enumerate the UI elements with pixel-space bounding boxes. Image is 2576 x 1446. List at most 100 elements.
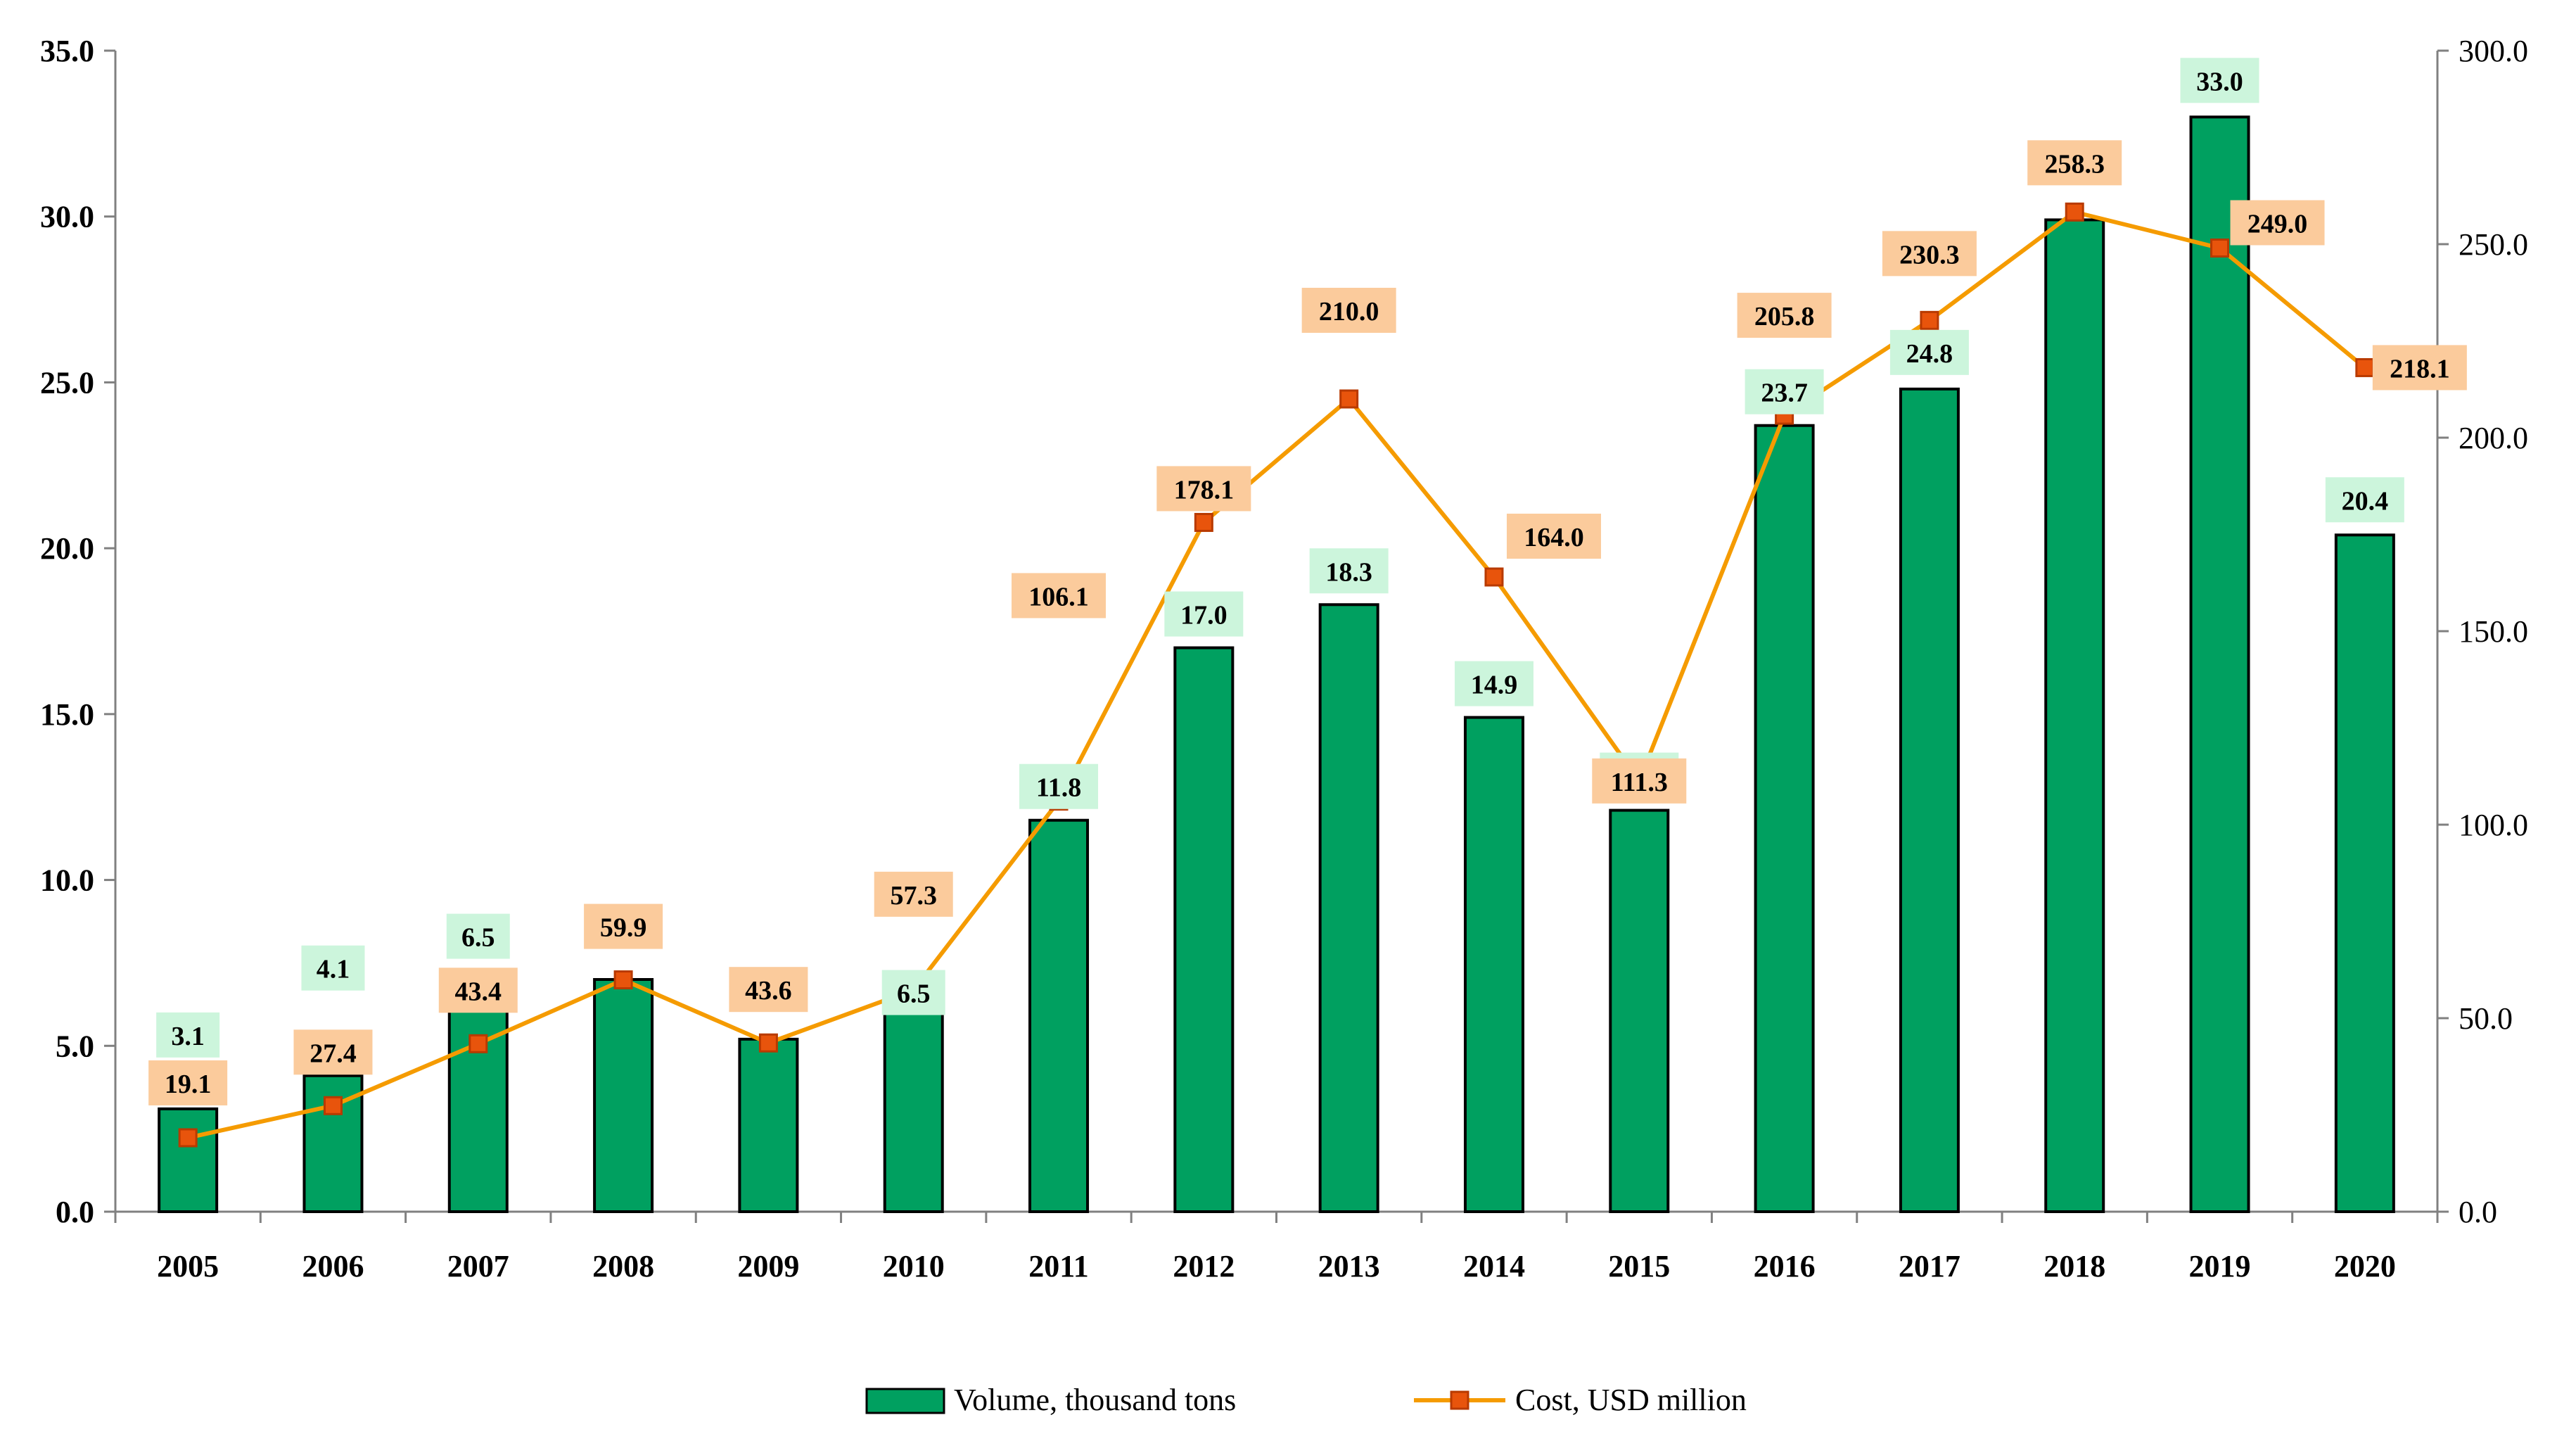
line-label-text: 57.3 bbox=[890, 881, 937, 911]
line-label: 210.0 bbox=[1301, 288, 1396, 333]
x-axis-tick-label: 2007 bbox=[447, 1249, 509, 1283]
line-label-bg bbox=[729, 967, 808, 1013]
bar bbox=[2334, 533, 2395, 1213]
line-label-bg bbox=[874, 871, 953, 917]
x-axis-tick-label: 2010 bbox=[883, 1249, 945, 1283]
line-label-bg bbox=[2230, 200, 2325, 246]
left-axis-tick-label: 20.0 bbox=[40, 531, 94, 566]
x-axis-tick-label: 2006 bbox=[302, 1249, 364, 1283]
line-marker bbox=[2355, 357, 2375, 377]
legend-volume-swatch bbox=[865, 1388, 945, 1414]
bar-label-bg bbox=[156, 1012, 220, 1058]
bar-label-bg bbox=[301, 945, 365, 991]
x-axis-tick-label: 2017 bbox=[1899, 1249, 1960, 1283]
bar-label: 24.8 bbox=[1889, 329, 1969, 375]
line-label-bg bbox=[584, 903, 663, 949]
bar-labels: 3.14.16.56.511.817.018.314.912.123.724.8… bbox=[156, 58, 2404, 1058]
bar bbox=[883, 994, 944, 1213]
bar bbox=[158, 1107, 219, 1214]
line-label-text: 27.4 bbox=[310, 1039, 357, 1068]
bar bbox=[1754, 424, 1815, 1214]
bar-label: 6.5 bbox=[881, 970, 945, 1015]
legend-cost-label: Cost, USD million bbox=[1515, 1383, 1747, 1417]
axes: 0.0 5.0 10.0 15.0 20.0 25.0 30.0 35.0 0.0 50.0 100… bbox=[40, 34, 2528, 1283]
line-marker bbox=[1339, 389, 1359, 409]
x-axis-tick-label: 2009 bbox=[737, 1249, 799, 1283]
bar-label-text: 20.4 bbox=[2342, 486, 2389, 516]
bar-label: 14.9 bbox=[1454, 661, 1534, 706]
bar bbox=[1028, 818, 1090, 1213]
x-axis-tick-label: 2015 bbox=[1608, 1249, 1670, 1283]
line-marker bbox=[468, 1034, 488, 1053]
line-label-bg bbox=[1301, 288, 1396, 333]
right-axis-tick-label: 150.0 bbox=[2459, 614, 2528, 649]
bar bbox=[1173, 646, 1235, 1213]
bar bbox=[447, 994, 509, 1213]
x-axis-tick-label: 2011 bbox=[1028, 1249, 1089, 1283]
line-label: 59.9 bbox=[584, 903, 663, 949]
line-label-bg bbox=[2372, 345, 2467, 391]
bar-label-text: 14.9 bbox=[1471, 671, 1518, 700]
bar-label-bg bbox=[2325, 477, 2404, 523]
x-axis-tick-label: 2005 bbox=[157, 1249, 219, 1283]
line-label-bg bbox=[1592, 758, 1687, 804]
left-axis-tick-label: 35.0 bbox=[40, 34, 94, 68]
bar-label-bg bbox=[1164, 591, 1244, 637]
bar-label-bg bbox=[881, 970, 945, 1015]
line-marker bbox=[758, 1033, 778, 1053]
line-marker bbox=[1194, 512, 1213, 532]
bar-label: 17.0 bbox=[1164, 591, 1244, 637]
bar-label: 18.3 bbox=[1309, 548, 1389, 594]
line-label: 164.0 bbox=[1506, 514, 1601, 559]
left-axis-tick-label: 5.0 bbox=[56, 1029, 94, 1063]
bar-label: 11.8 bbox=[1019, 763, 1099, 809]
bar-label-text: 33.0 bbox=[2196, 67, 2243, 96]
line-label-bg bbox=[1506, 514, 1601, 559]
left-axis-tick-label: 25.0 bbox=[40, 365, 94, 400]
line-label-text: 249.0 bbox=[2247, 210, 2308, 239]
bar-label-bg bbox=[1889, 329, 1969, 375]
line-marker bbox=[2210, 239, 2230, 258]
line-marker bbox=[1484, 567, 1504, 587]
line-label-text: 164.0 bbox=[1524, 523, 1584, 552]
bar-label: 20.4 bbox=[2325, 477, 2404, 523]
bar bbox=[1609, 808, 1670, 1213]
line-label: 205.8 bbox=[1737, 293, 1832, 338]
line-label-bg bbox=[148, 1060, 228, 1105]
line-marker bbox=[2065, 202, 2084, 222]
legend-volume-label: Volume, thousand tons bbox=[954, 1383, 1236, 1417]
line-label: 43.4 bbox=[438, 968, 518, 1013]
bar-label-text: 11.8 bbox=[1036, 773, 1081, 803]
line-label-text: 59.9 bbox=[600, 913, 647, 943]
line-label-text: 106.1 bbox=[1028, 582, 1089, 611]
line-marker bbox=[613, 970, 633, 990]
bar bbox=[1899, 387, 1960, 1213]
line-label: 19.1 bbox=[148, 1060, 228, 1105]
line-label: 43.6 bbox=[729, 967, 808, 1013]
right-axis-tick-label: 200.0 bbox=[2459, 421, 2528, 455]
line-label: 27.4 bbox=[293, 1029, 373, 1075]
line-label: 230.3 bbox=[1882, 231, 1977, 277]
bar-label: 6.5 bbox=[446, 913, 510, 959]
line-label: 57.3 bbox=[874, 871, 953, 917]
line-label: 258.3 bbox=[2027, 140, 2122, 186]
x-axis-tick-label: 2012 bbox=[1173, 1249, 1235, 1283]
line-label: 218.1 bbox=[2372, 345, 2467, 391]
x-axis-tick-label: 2019 bbox=[2189, 1249, 2251, 1283]
line-label: 106.1 bbox=[1012, 573, 1107, 619]
legend: Volume, thousand tons Cost, USD million bbox=[865, 1383, 1747, 1417]
bar-label: 33.0 bbox=[2180, 58, 2259, 103]
bar-label-text: 17.0 bbox=[1180, 601, 1228, 630]
line-label-bg bbox=[438, 968, 518, 1013]
right-axis-tick-label: 300.0 bbox=[2459, 34, 2528, 68]
line-marker bbox=[178, 1128, 198, 1148]
bar-label-bg bbox=[446, 913, 510, 959]
line-label-text: 43.6 bbox=[745, 976, 792, 1006]
bar bbox=[738, 1037, 799, 1214]
left-axis-tick-label: 30.0 bbox=[40, 200, 94, 234]
line-label-text: 218.1 bbox=[2390, 354, 2450, 383]
line-label-bg bbox=[2027, 140, 2122, 186]
right-axis-tick-label: 0.0 bbox=[2459, 1195, 2497, 1229]
x-axis-tick-label: 2016 bbox=[1754, 1249, 1816, 1283]
